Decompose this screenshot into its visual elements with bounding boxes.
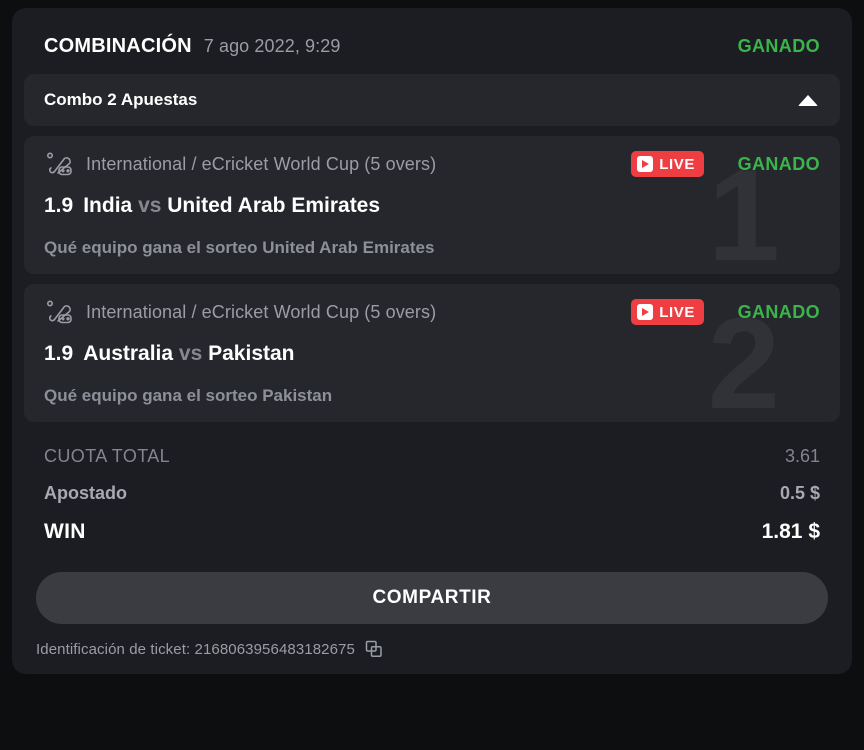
selection-row[interactable]: 1 International / eCricket World Cup (5 … <box>24 136 840 274</box>
selection-status-badge: GANADO <box>737 153 820 174</box>
selection-home-team: India <box>83 194 133 217</box>
ticket-card: COMBINACIÓN 7 ago 2022, 9:29 GANADO Comb… <box>12 8 852 674</box>
selection-match: 1.9 Australia vs Pakistan <box>44 342 820 366</box>
ticket-id-row: Identificación de ticket: 21680639564831… <box>24 624 840 662</box>
selection-away-team: Pakistan <box>208 342 295 365</box>
stake-label: Apostado <box>44 483 127 503</box>
selection-market: Qué equipo gana el sorteo United Arab Em… <box>44 238 435 257</box>
combo-collapse-bar[interactable]: Combo 2 Apuestas <box>24 74 840 126</box>
stake-row: Apostado 0.5 $ <box>44 483 820 504</box>
stake-value: 0.5 $ <box>779 483 820 503</box>
copy-icon[interactable] <box>365 640 383 658</box>
live-badge: LIVE <box>631 151 704 177</box>
selection-odd: 1.9 <box>44 194 74 217</box>
ticket-id-text: Identificación de ticket: 21680639564831… <box>36 640 355 658</box>
total-odds-label: CUOTA TOTAL <box>44 446 171 466</box>
ecricket-gamepad-icon <box>44 150 74 178</box>
ticket-header: COMBINACIÓN 7 ago 2022, 9:29 GANADO <box>24 18 840 74</box>
triangle-up-icon[interactable] <box>796 88 820 112</box>
selection-market: Qué equipo gana el sorteo Pakistan <box>44 386 333 405</box>
play-icon <box>637 156 654 172</box>
play-icon <box>637 304 654 320</box>
combo-label: Combo 2 Apuestas <box>44 90 198 109</box>
selection-match: 1.9 India vs United Arab Emirates <box>44 194 820 218</box>
selection-vs-label: vs <box>138 194 162 217</box>
total-odds-row: CUOTA TOTAL 3.61 <box>44 446 820 467</box>
live-label: LIVE <box>659 155 695 173</box>
selection-status-badge: GANADO <box>737 301 820 322</box>
win-row: WIN 1.81 $ <box>44 520 820 544</box>
totals-section: CUOTA TOTAL 3.61 Apostado 0.5 $ WIN 1.81… <box>24 432 840 564</box>
selection-row[interactable]: 2 International / eCricket World Cup (5 … <box>24 284 840 422</box>
selection-league: International / eCricket World Cup (5 ov… <box>86 301 437 322</box>
page-title: COMBINACIÓN <box>44 34 192 57</box>
selection-header: International / eCricket World Cup (5 ov… <box>44 150 820 178</box>
ecricket-gamepad-icon <box>44 298 74 326</box>
live-label: LIVE <box>659 303 695 321</box>
share-button[interactable]: COMPARTIR <box>36 572 828 624</box>
win-label: WIN <box>44 520 86 543</box>
ticket-date: 7 ago 2022, 9:29 <box>203 35 341 56</box>
selection-home-team: Australia <box>83 342 174 365</box>
selection-away-team: United Arab Emirates <box>167 194 381 217</box>
win-value: 1.81 $ <box>761 520 820 543</box>
live-badge: LIVE <box>631 299 704 325</box>
selection-header: International / eCricket World Cup (5 ov… <box>44 298 820 326</box>
ticket-status-badge: GANADO <box>737 35 820 56</box>
selection-odd: 1.9 <box>44 342 74 365</box>
selection-league: International / eCricket World Cup (5 ov… <box>86 153 437 174</box>
total-odds-value: 3.61 <box>784 446 820 466</box>
selection-vs-label: vs <box>178 342 203 365</box>
